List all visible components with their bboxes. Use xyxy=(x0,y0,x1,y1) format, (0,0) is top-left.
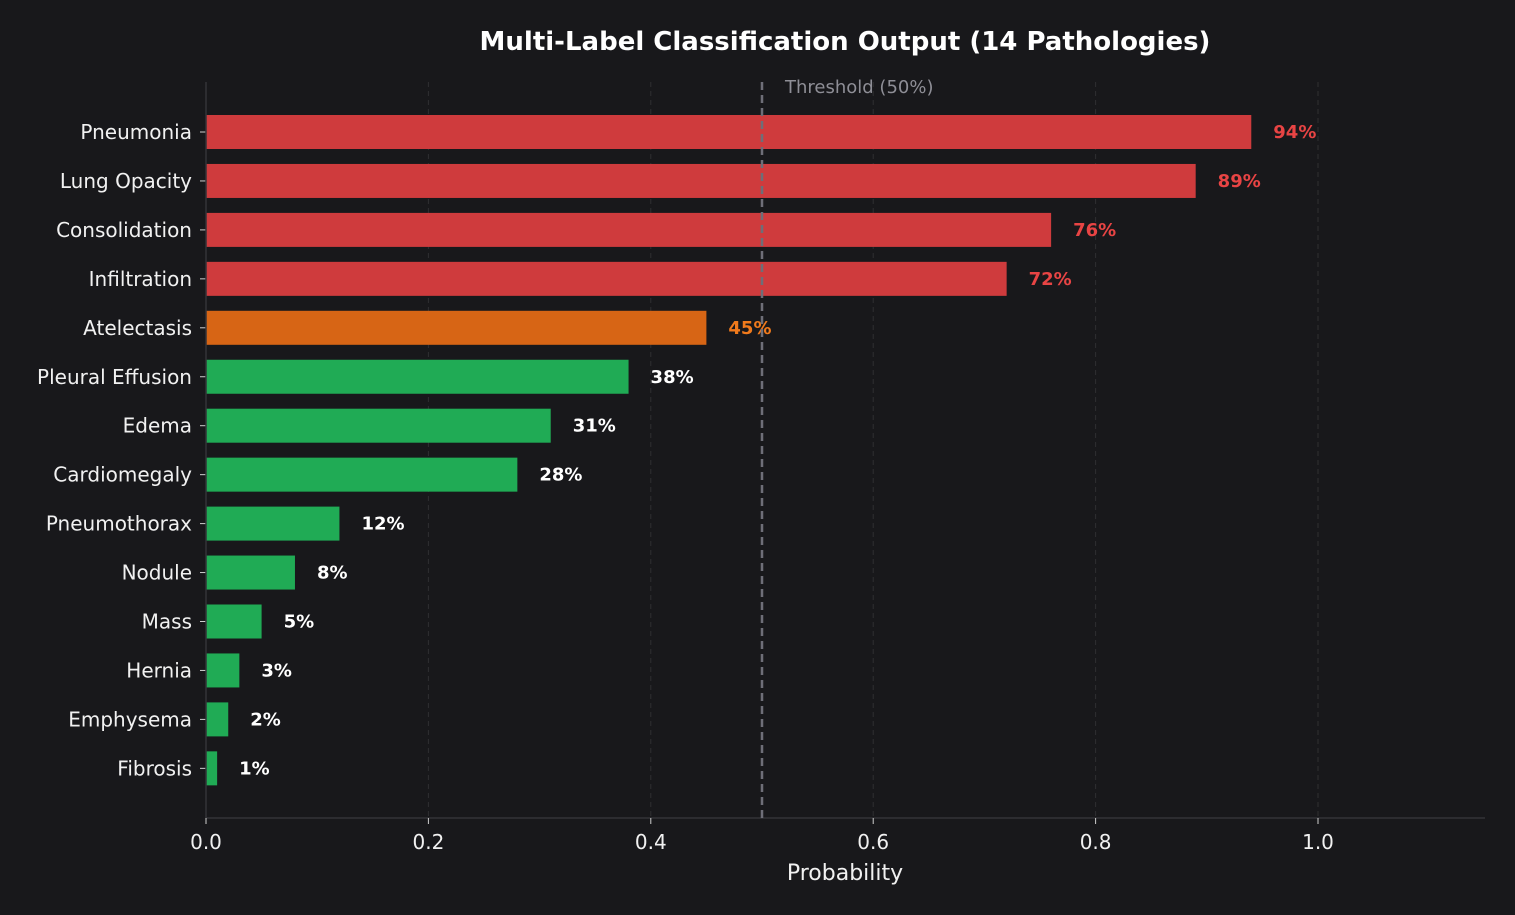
value-label: 12% xyxy=(361,514,404,535)
x-tick-label: 0.2 xyxy=(412,830,444,854)
axes: Pneumonia Lung Opacity Consolidation Infilt… xyxy=(37,82,1485,854)
bar-mass xyxy=(206,604,262,639)
bar-nodule xyxy=(206,555,295,590)
category-label: Fibrosis xyxy=(117,756,192,780)
bar-consolidation xyxy=(206,212,1052,247)
value-label: 1% xyxy=(239,758,270,779)
x-tick-label: 0.4 xyxy=(635,830,667,854)
value-label: 38% xyxy=(651,367,694,388)
category-label: Edema xyxy=(123,414,192,438)
bar-pneumonia xyxy=(206,115,1252,149)
value-label: 76% xyxy=(1073,220,1116,241)
category-label: Mass xyxy=(142,610,192,634)
value-label: 28% xyxy=(539,465,582,486)
bar-pleural-effusion xyxy=(206,359,629,394)
value-label: 72% xyxy=(1029,269,1072,290)
value-label: 31% xyxy=(573,416,616,437)
value-label: 5% xyxy=(284,612,315,633)
bar-cardiomegaly xyxy=(206,457,518,492)
value-label: 2% xyxy=(250,709,281,730)
bars: 94% 89% 76% 72% 45% 38% 31% 28% 12% 8% 5% 3% 2% 1% xyxy=(206,115,1316,786)
category-label: Pneumonia xyxy=(80,120,192,144)
threshold-label: Threshold (50%) xyxy=(784,77,933,98)
value-label: 45% xyxy=(728,318,771,339)
category-label: Consolidation xyxy=(56,218,192,242)
x-tick-label: 1.0 xyxy=(1302,830,1334,854)
bar-pneumothorax xyxy=(206,506,340,541)
value-label: 3% xyxy=(261,660,292,681)
category-label: Pleural Effusion xyxy=(37,365,192,389)
category-label: Nodule xyxy=(122,561,192,585)
category-label: Lung Opacity xyxy=(60,169,192,193)
x-tick-label: 0.0 xyxy=(190,830,222,854)
bar-infiltration xyxy=(206,261,1007,296)
category-label: Atelectasis xyxy=(83,316,192,340)
value-label: 8% xyxy=(317,563,348,584)
category-label: Hernia xyxy=(126,658,192,682)
category-label: Cardiomegaly xyxy=(53,463,192,487)
x-tick-label: 0.6 xyxy=(857,830,889,854)
category-label: Emphysema xyxy=(68,707,192,731)
category-label: Infiltration xyxy=(89,267,192,291)
value-label: 94% xyxy=(1273,122,1316,143)
bar-hernia xyxy=(206,653,240,688)
bar-edema xyxy=(206,408,551,443)
x-axis-title: Probability xyxy=(787,861,903,886)
chart-title: Multi-Label Classification Output (14 Pa… xyxy=(480,27,1211,57)
bar-fibrosis xyxy=(206,751,218,786)
value-label: 89% xyxy=(1218,171,1261,192)
threshold-marker: Threshold (50%) xyxy=(760,77,933,818)
x-tick-label: 0.8 xyxy=(1080,830,1112,854)
category-label: Pneumothorax xyxy=(46,512,192,536)
bar-emphysema xyxy=(206,702,229,737)
bar-atelectasis xyxy=(206,310,707,345)
grid-lines xyxy=(427,82,1319,818)
bar-lung-opacity xyxy=(206,163,1196,198)
